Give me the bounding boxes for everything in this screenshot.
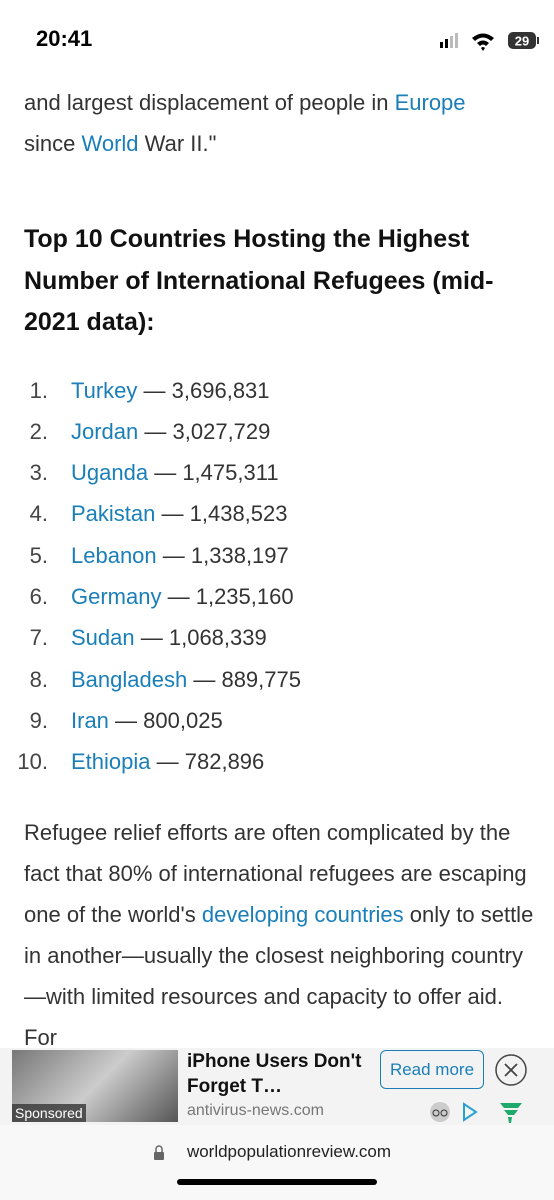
list-item: 2. Jordan — 3,027,729 [24,411,534,452]
list-item: 10. Ethiopia — 782,896 [17,741,534,782]
country-link[interactable]: Pakistan [71,501,156,527]
refugee-count: — 1,235,160 [167,583,294,609]
list-marker: 4. [29,501,48,527]
refugee-count: — 3,027,729 [144,418,271,444]
list-marker: 6. [29,583,48,609]
list-marker: 3. [29,460,48,486]
article: and largest displacement of people in Eu… [17,80,534,1058]
lock-icon [154,1145,164,1160]
list-item: 3. Uganda — 1,475,311 [24,452,534,493]
list-marker: 10. [17,749,48,775]
list-marker: 7. [29,625,48,651]
refugee-count: — 782,896 [156,749,265,775]
refugee-count: — 1,068,339 [140,625,267,651]
link[interactable]: Europe [394,90,466,115]
list-item: 9. Iran — 800,025 [24,700,534,741]
text: and largest displacement of people in [24,90,395,115]
country-link[interactable]: Jordan [71,418,139,444]
list-marker: 5. [29,542,48,568]
list-item: 1. Turkey — 3,696,831 [24,370,534,411]
list-marker: 2. [29,418,48,444]
ad-banner[interactable]: Sponsored iPhone Users Don't Forget T… a… [0,1048,554,1125]
read-more-button[interactable]: Read more [380,1050,484,1089]
list-item: 4. Pakistan — 1,438,523 [24,493,534,534]
address-bar[interactable]: worldpopulationreview.com [0,1125,554,1200]
intro: and largest displacement of people in Eu… [24,82,534,164]
refugee-count: — 1,475,311 [154,460,279,486]
close-ad[interactable] [494,1053,528,1087]
status-icons: 29 [440,32,539,51]
link[interactable]: developing countries [201,902,404,928]
country-list: 1. Turkey — 3,696,831 2. Jordan — 3,027,729… [17,370,534,783]
country-link[interactable]: Uganda [71,460,149,486]
text: War II." [138,131,217,156]
country-link[interactable]: Germany [71,583,162,609]
text: Refugee relief efforts are often complic… [24,820,527,928]
ad-icons [430,1102,522,1123]
paragraph: Refugee relief efforts are often complic… [24,812,534,1058]
list-marker: 1. [29,377,48,403]
status-bar: 20:41 29 [0,0,554,80]
list-item: 5. Lebanon — 1,338,197 [24,535,534,576]
battery-level: 29 [515,34,529,49]
country-link[interactable]: Bangladesh [71,666,188,692]
country-link[interactable]: Lebanon [71,542,157,568]
list-marker: 9. [29,707,48,733]
country-link[interactable]: Sudan [71,625,135,651]
country-link[interactable]: Ethiopia [71,749,151,775]
text: only to settle in another—usually the cl… [24,902,534,1051]
country-link[interactable]: Iran [71,707,109,733]
country-link[interactable]: Turkey [71,377,138,403]
heading: Top 10 Countries Hosting the Highest Num… [24,225,494,336]
url-text: worldpopulationreview.com [186,1142,392,1161]
time: 20:41 [36,26,93,51]
ad-label: Sponsored [12,1104,86,1122]
home-indicator [177,1179,377,1185]
ad-domain: antivirus-news.com [187,1102,324,1119]
list-item: 8. Bangladesh — 889,775 [24,659,534,700]
text: since [24,131,82,156]
refugee-count: — 1,338,197 [162,542,289,568]
refugee-count: — 1,438,523 [161,501,288,527]
list-item: 6. Germany — 1,235,160 [24,576,534,617]
refugee-count: — 800,025 [115,707,223,733]
list-marker: 8. [29,666,48,692]
refugee-count: — 3,696,831 [143,377,270,403]
refugee-count: — 889,775 [193,666,301,692]
ad-title[interactable]: iPhone Users Don't Forget T… [187,1051,362,1097]
link[interactable]: World [81,131,139,156]
url[interactable]: worldpopulationreview.com [0,1142,554,1162]
list-item: 7. Sudan — 1,068,339 [24,617,534,658]
